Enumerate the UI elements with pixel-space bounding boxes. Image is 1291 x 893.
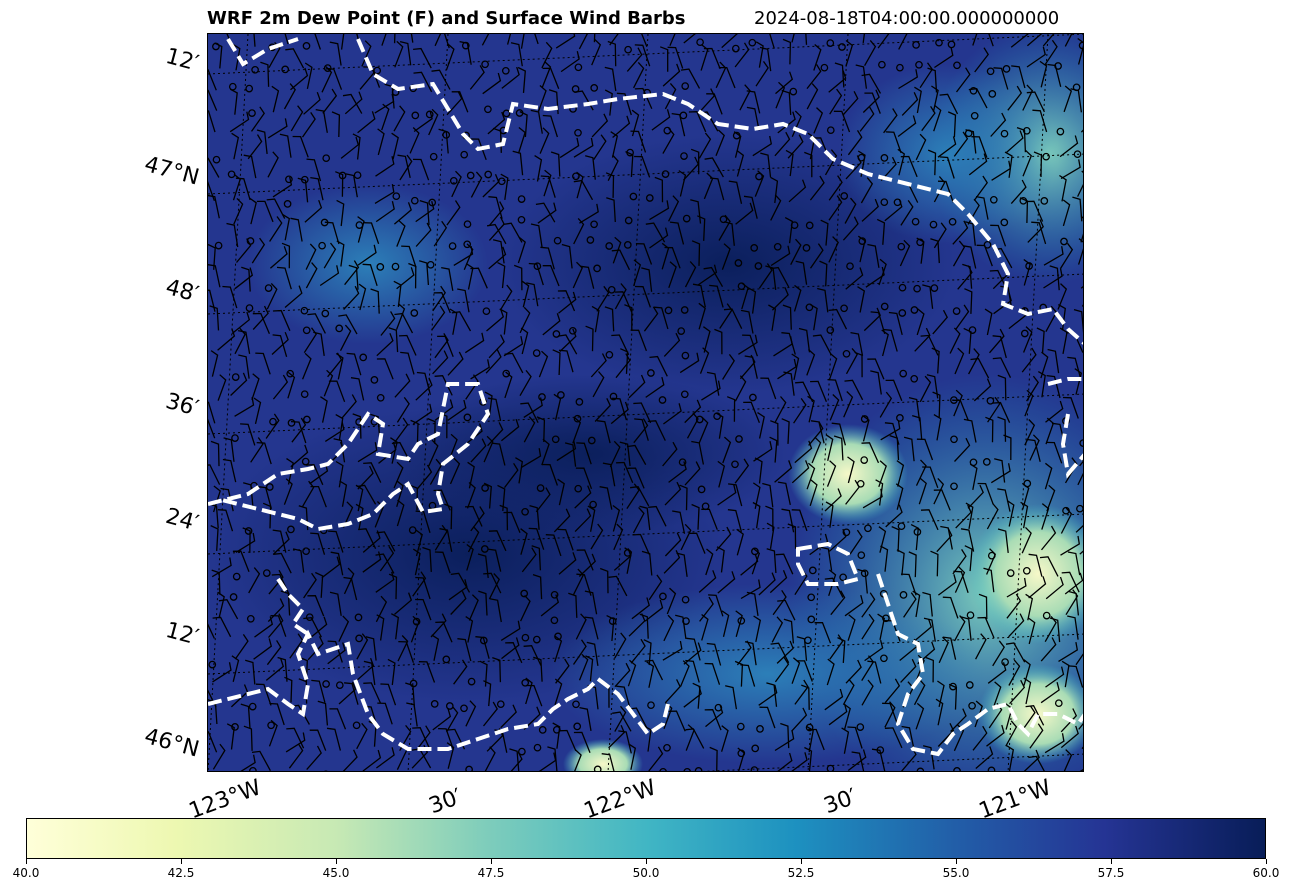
colorbar-tick-label: 57.5 — [1097, 866, 1125, 880]
lon-label: 122°W — [580, 775, 660, 825]
graticule — [208, 34, 1083, 771]
lat-label: 24′ — [162, 503, 202, 537]
colorbar-tick — [25, 859, 27, 864]
colorbar-tick-label: 45.0 — [322, 866, 350, 880]
colorbar-tick — [1265, 859, 1267, 864]
lat-label: 46°N — [141, 724, 202, 763]
calm-wind-circles — [208, 38, 1083, 771]
lon-label: 123°W — [185, 775, 265, 825]
map-timestamp: 2024-08-18T04:00:00.000000000 — [754, 8, 1060, 29]
colorbar-tick — [180, 859, 182, 864]
map-plot-area — [207, 33, 1084, 772]
colorbar-tick — [955, 859, 957, 864]
colorbar-tick — [1110, 859, 1112, 864]
lat-label: 12′ — [162, 617, 202, 651]
wind-barbs — [208, 34, 1083, 771]
lon-label: 121°W — [975, 775, 1055, 825]
colorbar-tick-label: 52.5 — [787, 866, 815, 880]
colorbar-tick — [490, 859, 492, 864]
colorbar-tick-label: 55.0 — [942, 866, 970, 880]
colorbar-tick — [335, 859, 337, 864]
colorbar-tick — [800, 859, 802, 864]
lat-label: 47°N — [141, 152, 202, 191]
coastline — [208, 37, 1083, 757]
colorbar-tick-label: 40.0 — [12, 866, 40, 880]
map-svg — [208, 34, 1083, 771]
lat-label: 12′ — [162, 43, 202, 77]
map-title: WRF 2m Dew Point (F) and Surface Wind Ba… — [207, 8, 686, 29]
lon-label: 30′ — [425, 784, 466, 820]
colorbar-tick — [645, 859, 647, 864]
colorbar-tick-label: 42.5 — [167, 866, 195, 880]
colorbar — [26, 818, 1266, 859]
lon-label: 30′ — [820, 784, 861, 820]
lat-label: 48′ — [162, 274, 202, 308]
lat-label: 36′ — [162, 388, 202, 422]
colorbar-tick-label: 60.0 — [1252, 866, 1280, 880]
colorbar-tick-label: 47.5 — [477, 866, 505, 880]
colorbar-tick-label: 50.0 — [632, 866, 660, 880]
